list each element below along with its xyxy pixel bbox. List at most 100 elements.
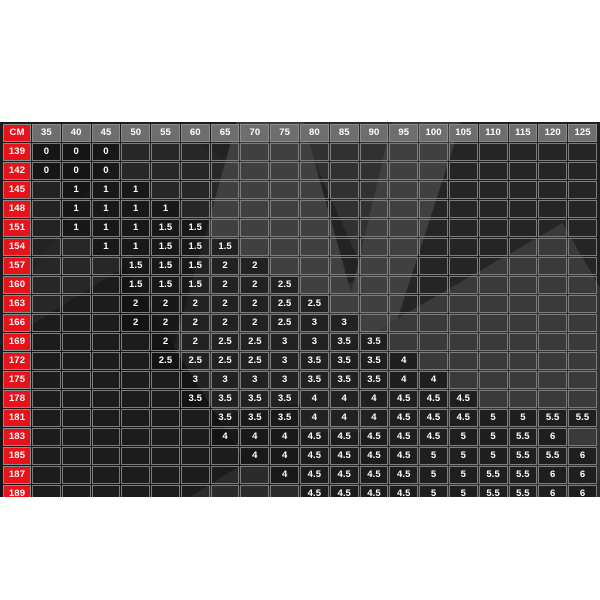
cell-183-65: 4: [210, 428, 240, 446]
cell-175-60: 3: [180, 371, 210, 389]
cell-148-65: [210, 200, 240, 218]
cell-148-50: 1: [121, 200, 151, 218]
cell-142-70: [240, 162, 270, 180]
cell-145-50: 1: [121, 181, 151, 199]
cell-181-70: 3.5: [240, 409, 270, 427]
cell-169-120: [538, 333, 568, 351]
cell-185-80: 4.5: [300, 447, 329, 465]
cell-175-70: 3: [240, 371, 270, 389]
cell-175-85: 3.5: [329, 371, 359, 389]
cell-169-85: 3.5: [329, 333, 359, 351]
cell-189-95: 4.5: [389, 485, 419, 497]
cell-189-70: [240, 485, 270, 497]
cell-172-100: [419, 352, 448, 370]
cell-183-45: [91, 428, 121, 446]
cell-178-105: 4.5: [448, 390, 478, 408]
cell-169-95: [389, 333, 419, 351]
cell-183-70: 4: [240, 428, 270, 446]
column-header-40: 40: [61, 124, 91, 142]
cell-148-60: [180, 200, 210, 218]
cell-142-40: 0: [61, 162, 91, 180]
cell-175-95: 4: [389, 371, 419, 389]
row-header-172: 172: [3, 352, 31, 370]
cell-169-65: 2.5: [210, 333, 240, 351]
cell-169-105: [448, 333, 478, 351]
cell-178-45: [91, 390, 121, 408]
cell-169-90: 3.5: [359, 333, 389, 351]
cell-154-80: [300, 238, 329, 256]
cell-169-60: 2: [180, 333, 210, 351]
cell-160-60: 1.5: [180, 276, 210, 294]
cell-145-95: [389, 181, 419, 199]
cell-145-85: [329, 181, 359, 199]
cell-178-65: 3.5: [210, 390, 240, 408]
row-header-183: 183: [3, 428, 31, 446]
cell-163-65: 2: [210, 295, 240, 313]
table-row: 139 0 0 0: [3, 143, 597, 161]
cell-157-85: [329, 257, 359, 275]
cell-172-60: 2.5: [180, 352, 210, 370]
cell-185-125: 6: [568, 447, 597, 465]
cell-145-110: [478, 181, 508, 199]
cell-139-65: [210, 143, 240, 161]
table-row: 185 4 4 4.5 4.5 4.5 4.5 5 5 5 5.5 5.5 6: [3, 447, 597, 465]
cell-154-40: [61, 238, 91, 256]
cell-189-50: [121, 485, 151, 497]
column-header-110: 110: [478, 124, 508, 142]
cell-185-40: [61, 447, 91, 465]
cell-139-90: [359, 143, 389, 161]
cell-187-120: 6: [538, 466, 568, 484]
cell-139-120: [538, 143, 568, 161]
cell-172-90: 3.5: [359, 352, 389, 370]
cell-157-50: 1.5: [121, 257, 151, 275]
cell-169-80: 3: [300, 333, 329, 351]
cell-181-105: 4.5: [448, 409, 478, 427]
cell-185-85: 4.5: [329, 447, 359, 465]
cell-157-90: [359, 257, 389, 275]
cell-189-65: [210, 485, 240, 497]
cell-187-85: 4.5: [329, 466, 359, 484]
cell-163-90: [359, 295, 389, 313]
row-header-175: 175: [3, 371, 31, 389]
cell-145-115: [508, 181, 538, 199]
cell-183-115: 5.5: [508, 428, 538, 446]
cell-172-65: 2.5: [210, 352, 240, 370]
cell-157-55: 1.5: [151, 257, 180, 275]
cell-151-55: 1.5: [151, 219, 180, 237]
cell-160-35: [32, 276, 61, 294]
cell-163-60: 2: [180, 295, 210, 313]
cell-185-95: 4.5: [389, 447, 419, 465]
cell-160-65: 2: [210, 276, 240, 294]
cell-181-85: 4: [329, 409, 359, 427]
cell-175-90: 3.5: [359, 371, 389, 389]
cell-151-100: [419, 219, 448, 237]
cell-142-100: [419, 162, 448, 180]
cell-151-95: [389, 219, 419, 237]
cell-142-120: [538, 162, 568, 180]
cell-151-45: 1: [91, 219, 121, 237]
cell-142-75: [270, 162, 300, 180]
cell-148-100: [419, 200, 448, 218]
cell-154-60: 1.5: [180, 238, 210, 256]
cell-189-110: 5.5: [478, 485, 508, 497]
cell-172-55: 2.5: [151, 352, 180, 370]
cell-148-105: [448, 200, 478, 218]
column-header-65: 65: [210, 124, 240, 142]
cell-185-110: 5: [478, 447, 508, 465]
cell-145-100: [419, 181, 448, 199]
cell-157-75: [270, 257, 300, 275]
cell-154-125: [568, 238, 597, 256]
cell-148-75: [270, 200, 300, 218]
cell-139-55: [151, 143, 180, 161]
cell-183-125: [568, 428, 597, 446]
cell-178-60: 3.5: [180, 390, 210, 408]
cell-160-110: [478, 276, 508, 294]
table-row: 154 1 1 1.5 1.5 1.5: [3, 238, 597, 256]
cell-183-40: [61, 428, 91, 446]
cell-154-85: [329, 238, 359, 256]
cell-169-110: [478, 333, 508, 351]
cell-160-100: [419, 276, 448, 294]
cell-157-120: [538, 257, 568, 275]
cell-185-70: 4: [240, 447, 270, 465]
cell-139-50: [121, 143, 151, 161]
